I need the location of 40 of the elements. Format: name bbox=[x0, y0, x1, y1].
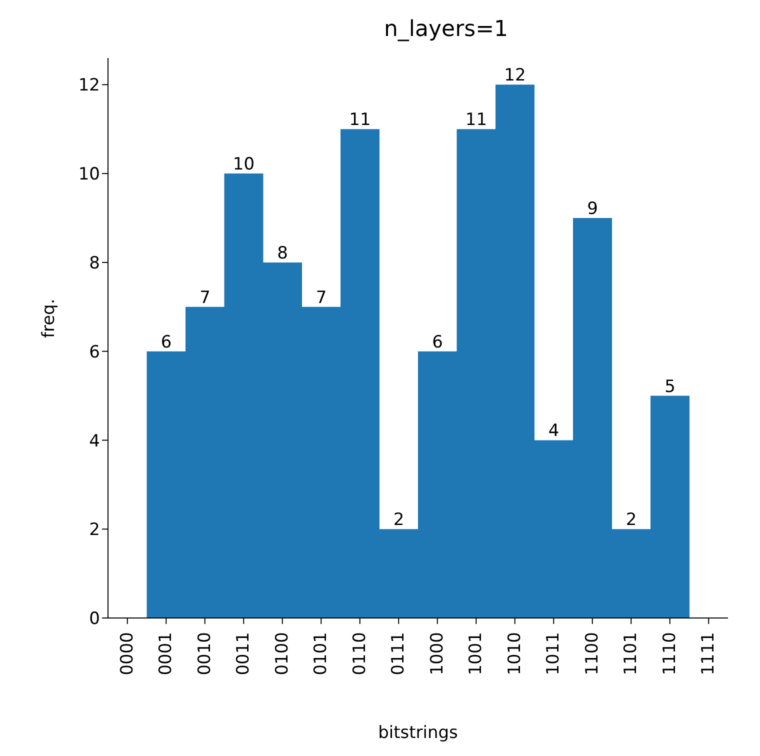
x-tick-label: 0000 bbox=[117, 632, 138, 676]
chart-title: n_layers=1 bbox=[384, 17, 508, 42]
data-label: 6 bbox=[160, 332, 172, 352]
y-tick-label: 4 bbox=[89, 431, 100, 452]
y-tick-label: 0 bbox=[89, 609, 100, 630]
data-label: 9 bbox=[587, 199, 598, 219]
x-tick-label: 1011 bbox=[544, 632, 564, 676]
x-axis-title: bitstrings bbox=[378, 723, 458, 743]
data-label: 11 bbox=[349, 110, 371, 130]
data-label: 12 bbox=[504, 66, 526, 86]
data-label: 5 bbox=[664, 376, 676, 397]
x-tick-label: 0100 bbox=[272, 632, 292, 676]
y-tick-label: 8 bbox=[89, 253, 100, 274]
y-tick-label: 10 bbox=[78, 164, 100, 185]
y-tick-label: 2 bbox=[89, 520, 100, 540]
data-label: 8 bbox=[277, 243, 288, 264]
x-tick-label: 0101 bbox=[311, 632, 332, 676]
data-label: 4 bbox=[548, 421, 560, 442]
data-label: 10 bbox=[232, 154, 255, 175]
x-tick-label: 0110 bbox=[350, 632, 370, 676]
y-tick-label: 6 bbox=[89, 342, 100, 362]
data-label: 2 bbox=[626, 510, 637, 530]
data-label: 6 bbox=[432, 332, 443, 352]
x-tick-label: 1010 bbox=[504, 632, 525, 676]
data-label: 11 bbox=[465, 110, 488, 130]
data-label: 7 bbox=[200, 288, 210, 308]
x-tick-label: 1100 bbox=[582, 632, 602, 676]
data-label: 2 bbox=[393, 510, 404, 530]
x-tick-label: 1111 bbox=[698, 632, 719, 676]
x-tick-label: 1000 bbox=[427, 632, 448, 676]
x-tick-label: 1110 bbox=[660, 632, 680, 676]
x-tick-label: 0010 bbox=[194, 632, 215, 676]
x-tick-label: 1101 bbox=[621, 632, 642, 676]
y-tick-label: 12 bbox=[78, 76, 100, 96]
x-tick-label: 1001 bbox=[466, 632, 486, 676]
x-tick-label: 0011 bbox=[234, 632, 254, 676]
x-tick-label: 0111 bbox=[388, 632, 409, 676]
x-tick-label: 0001 bbox=[156, 632, 176, 676]
data-label: 7 bbox=[316, 288, 327, 308]
y-axis-title: freq. bbox=[39, 298, 60, 338]
